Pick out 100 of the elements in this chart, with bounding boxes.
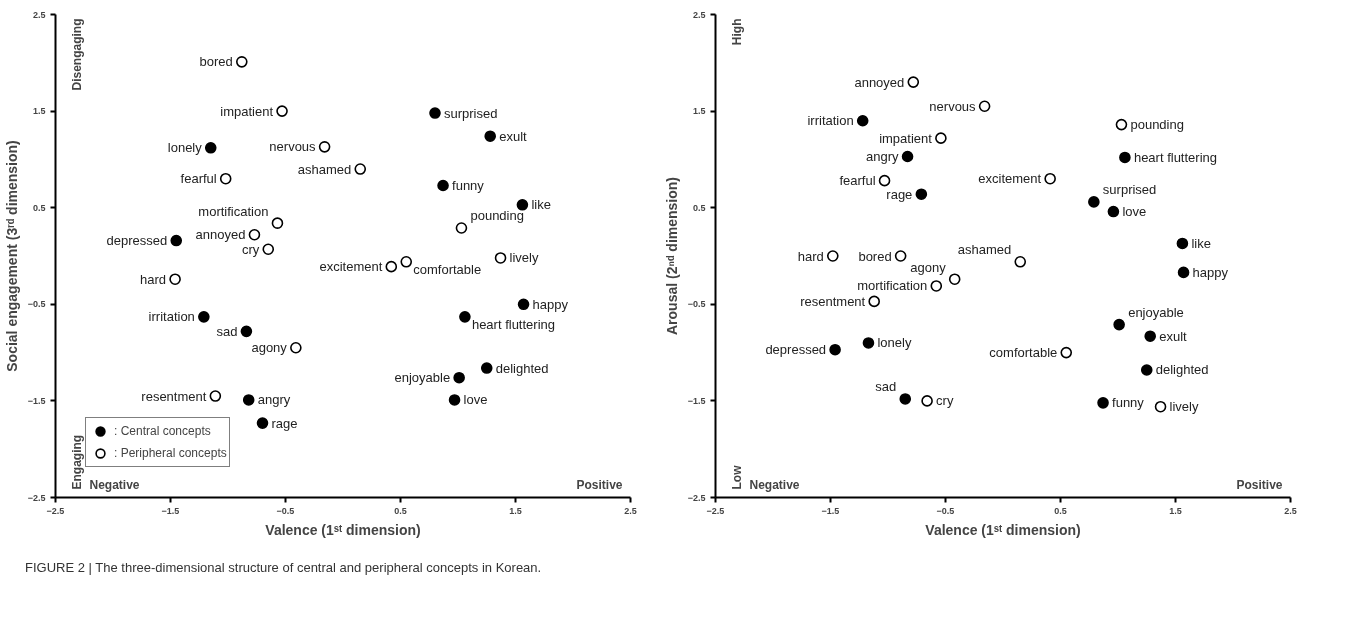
point <box>240 325 253 338</box>
point <box>437 179 449 192</box>
annotation: delighted <box>495 360 549 376</box>
annotation: cry <box>241 241 260 257</box>
annotation: like <box>1191 235 1211 251</box>
annotation: ashamed <box>297 161 352 177</box>
x-axis-title: Valence (1ˢᵗ dimension) <box>265 521 421 538</box>
point <box>517 298 530 311</box>
point <box>453 371 465 384</box>
point <box>429 107 441 119</box>
point <box>198 311 210 323</box>
point <box>1044 172 1056 185</box>
x-tick-label: −0.5 <box>936 505 955 516</box>
annotation: depressed <box>106 233 168 249</box>
y-tick-label: −0.5 <box>27 299 46 310</box>
point <box>1113 318 1125 331</box>
point <box>448 394 461 406</box>
annotation: nervous <box>269 139 317 155</box>
point <box>290 341 302 354</box>
annotation: cry <box>936 393 954 409</box>
annotation: exult <box>499 128 528 144</box>
annotation: Engaging <box>69 434 84 490</box>
point <box>868 295 880 308</box>
annotation: irritation <box>807 113 854 129</box>
x-tick-label: −1.5 <box>161 505 180 516</box>
y-axis-title: Arousal (2ⁿᵈ dimension) <box>663 176 680 336</box>
annotation: angry <box>257 392 291 408</box>
x-tick-label: 0.5 <box>1054 505 1067 516</box>
point <box>948 273 961 285</box>
point <box>829 343 841 356</box>
point <box>170 234 183 247</box>
point <box>262 243 275 256</box>
annotation: funny <box>452 177 485 193</box>
annotation: love <box>1122 204 1147 220</box>
point <box>827 250 839 262</box>
annotation: resentment <box>141 388 207 404</box>
y-tick-label: 1.5 <box>692 106 706 117</box>
point <box>1176 237 1189 250</box>
annotation: comfortable <box>413 262 482 278</box>
point <box>930 280 943 292</box>
annotation: Low <box>729 464 744 490</box>
annotation: annoyed <box>854 74 905 90</box>
annotation: hard <box>140 271 167 287</box>
annotation: fearful <box>180 171 217 187</box>
annotation: High <box>729 18 744 46</box>
annotation: ashamed <box>957 242 1012 258</box>
x-tick-label: −0.5 <box>276 505 295 516</box>
x-axis-title: Valence (1ˢᵗ dimension) <box>925 521 1081 538</box>
annotation: exult <box>1159 328 1188 344</box>
annotation: Negative <box>89 477 140 492</box>
annotation: excitement <box>319 259 383 275</box>
point <box>204 142 217 154</box>
point <box>494 252 507 264</box>
point <box>1060 346 1073 359</box>
annotation: funny <box>1112 395 1145 411</box>
annotation: bored <box>199 54 233 70</box>
point <box>400 256 413 268</box>
annotation: heart fluttering <box>1133 149 1218 165</box>
annotation: enjoyable <box>1128 305 1184 321</box>
annotation: resentment <box>800 293 866 309</box>
annotation: pounding <box>1130 117 1184 133</box>
annotation: lonely <box>167 140 203 156</box>
point <box>318 141 331 153</box>
point <box>894 250 907 262</box>
annotation: mortification <box>857 278 928 294</box>
caption: FIGURE 2 | The three-dimensional structure of central and peripheral concepts in Korean. <box>25 559 542 577</box>
point <box>1177 266 1190 279</box>
point <box>856 114 869 127</box>
point <box>1119 151 1131 164</box>
point <box>978 100 991 113</box>
point <box>1144 330 1156 342</box>
annotation: Negative <box>749 477 800 492</box>
point <box>169 273 181 285</box>
point <box>899 393 912 405</box>
annotation: hard <box>797 248 824 264</box>
point <box>907 76 920 88</box>
annotation: Positive <box>1236 477 1283 492</box>
annotation: surprised <box>1102 182 1157 198</box>
point <box>1088 196 1100 208</box>
point <box>862 337 875 349</box>
annotation: sad <box>216 323 238 339</box>
annotation: sad <box>875 379 897 395</box>
point <box>459 311 471 323</box>
annotation: angry <box>866 149 900 164</box>
y-tick-label: 0.5 <box>32 202 46 213</box>
legend-label: : Central concepts <box>114 424 211 438</box>
annotation: happy <box>1192 264 1229 280</box>
point <box>935 132 947 144</box>
annotation: lively <box>1169 399 1199 415</box>
annotation: delighted <box>1155 362 1209 378</box>
point <box>1115 118 1128 131</box>
point <box>1107 205 1120 218</box>
x-tick-label: 0.5 <box>394 505 407 516</box>
y-tick-label: −1.5 <box>687 395 706 406</box>
x-tick-label: −1.5 <box>821 505 840 516</box>
point <box>484 130 496 143</box>
annotation: lonely <box>877 335 912 351</box>
annotation: comfortable <box>989 345 1058 361</box>
annotation: love <box>463 392 488 408</box>
annotation: fearful <box>839 173 876 189</box>
